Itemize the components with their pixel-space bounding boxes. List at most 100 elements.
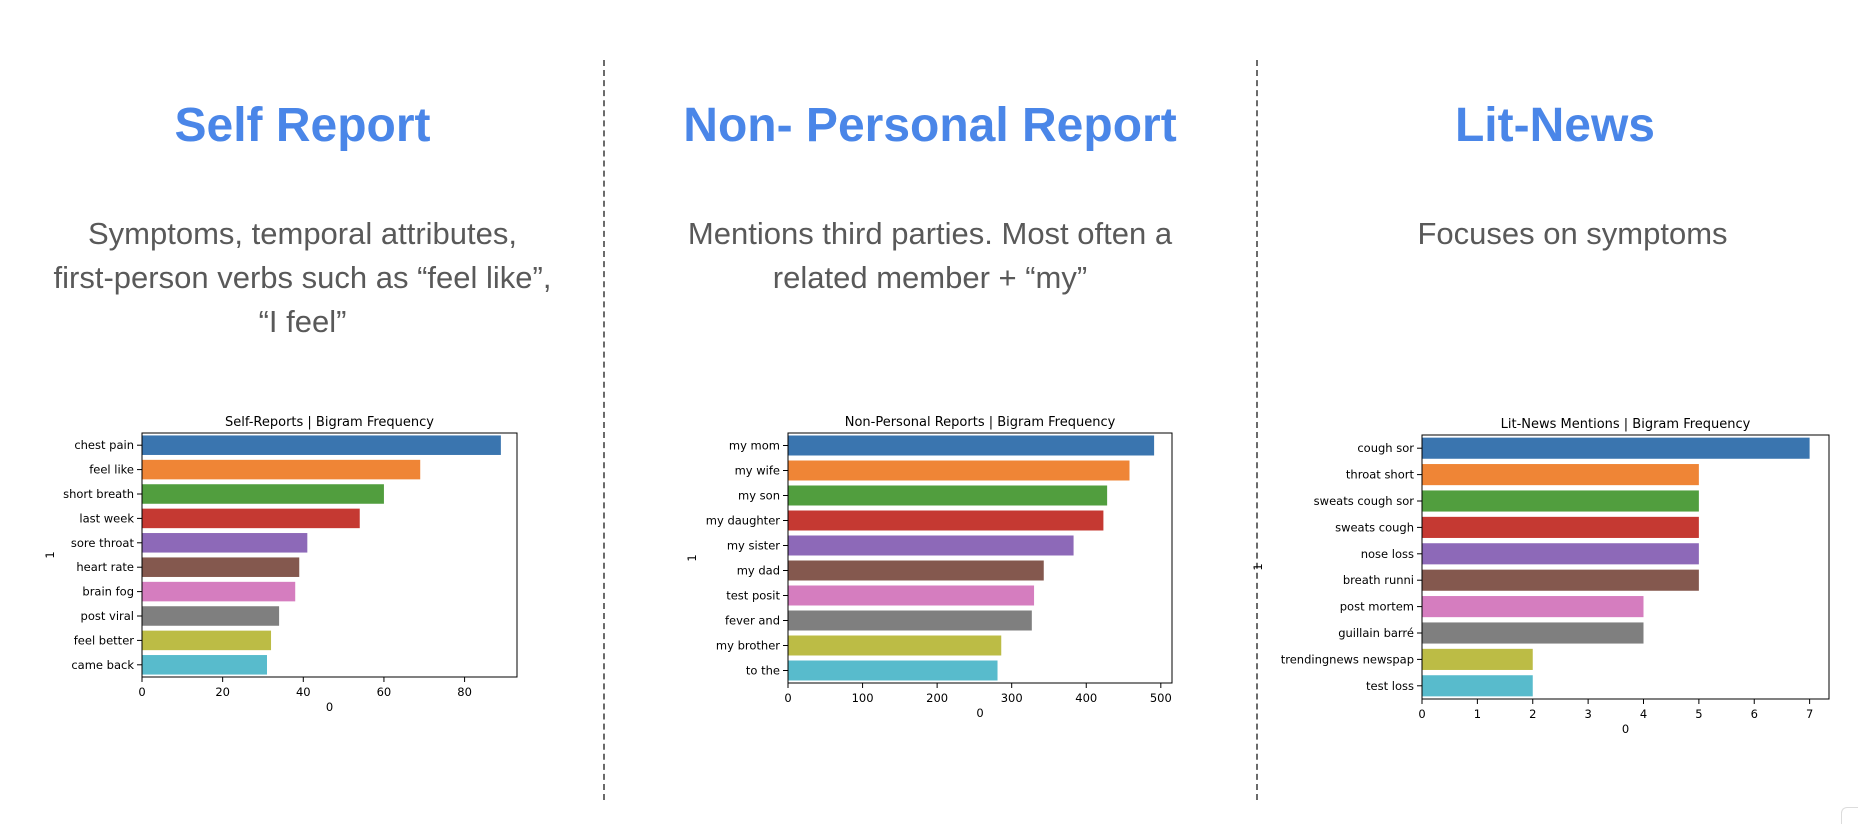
category-label: breath runni	[1343, 573, 1414, 587]
category-label: short breath	[63, 487, 134, 501]
bar	[788, 610, 1032, 631]
x-tick-label: 6	[1751, 707, 1758, 721]
x-tick-label: 80	[457, 685, 472, 699]
panel-description: Focuses on symptoms	[1300, 212, 1845, 256]
category-label: post viral	[81, 609, 134, 623]
category-label: trendingnews newspap	[1281, 652, 1414, 666]
x-tick-label: 4	[1640, 707, 1647, 721]
category-label: my son	[738, 489, 780, 503]
bar	[1422, 490, 1699, 512]
x-tick-label: 100	[852, 691, 874, 705]
bar	[142, 533, 308, 553]
category-label: guillain barré	[1338, 626, 1414, 640]
description-line: Focuses on symptoms	[1417, 216, 1728, 251]
category-label: my daughter	[706, 514, 780, 528]
bar	[788, 510, 1104, 531]
bar	[142, 581, 296, 602]
category-label: sweats cough sor	[1314, 494, 1415, 508]
x-tick-label: 1	[1474, 707, 1481, 721]
x-tick-label: 5	[1695, 707, 1702, 721]
plot-frame	[1421, 434, 1830, 700]
bar	[1422, 596, 1644, 618]
category-label: last week	[79, 511, 134, 525]
x-axis-label: 0	[326, 700, 333, 714]
bar	[1422, 675, 1533, 697]
category-label: my brother	[716, 639, 780, 653]
bar	[142, 508, 360, 529]
bar	[788, 435, 1155, 456]
category-label: came back	[71, 658, 134, 672]
bar	[788, 460, 1130, 481]
x-tick-label: 60	[377, 685, 392, 699]
category-label: sweats cough	[1335, 520, 1414, 534]
x-tick-label: 0	[784, 691, 791, 705]
x-tick-label: 2	[1529, 707, 1536, 721]
bar	[788, 485, 1108, 506]
category-label: feel like	[89, 463, 134, 477]
description-line: related member + “my”	[772, 260, 1088, 295]
panel-description: Symptoms, temporal attributes, first-per…	[20, 212, 585, 344]
bar	[788, 635, 1002, 656]
bar	[142, 655, 267, 675]
scroll-corner	[1841, 807, 1858, 824]
x-tick-label: 0	[138, 685, 145, 699]
panel-lit-news: Lit-News Focuses on symptoms	[1300, 0, 1845, 824]
plot-frame	[141, 432, 518, 678]
chart-title: Non-Personal Reports | Bigram Frequency	[845, 415, 1116, 430]
panel-title: Lit-News	[1454, 99, 1655, 152]
bar	[788, 585, 1035, 606]
category-label: post mortem	[1340, 600, 1414, 614]
bar	[788, 535, 1074, 556]
bar	[142, 606, 280, 626]
bar	[142, 630, 272, 651]
x-tick-label: 3	[1584, 707, 1591, 721]
bar	[1422, 464, 1699, 486]
bar	[1422, 516, 1699, 538]
x-tick-label: 0	[1418, 707, 1425, 721]
category-label: feel better	[74, 633, 135, 647]
category-label: chest pain	[74, 438, 134, 452]
description-line: Mentions third parties. Most often a	[687, 216, 1173, 251]
bar	[142, 484, 384, 504]
bar	[788, 660, 998, 681]
panel-divider-left	[603, 60, 605, 800]
category-label: my sister	[727, 539, 780, 553]
bar	[142, 557, 300, 577]
panel-self-report: Self Report Symptoms, temporal attribute…	[20, 0, 585, 824]
x-tick-label: 40	[296, 685, 311, 699]
category-label: my mom	[729, 439, 780, 453]
x-tick-label: 300	[1001, 691, 1023, 705]
panel-title: Self Report	[174, 99, 431, 152]
category-label: brain fog	[82, 585, 134, 599]
x-tick-label: 7	[1806, 707, 1813, 721]
chart-title: Self-Reports | Bigram Frequency	[225, 415, 434, 430]
y-axis-label: 1	[1251, 563, 1265, 570]
x-tick-label: 200	[926, 691, 948, 705]
bar	[142, 459, 421, 480]
x-axis-label: 0	[1622, 722, 1629, 736]
category-label: nose loss	[1361, 547, 1414, 561]
category-label: test loss	[1366, 679, 1414, 693]
category-label: cough sor	[1357, 441, 1414, 455]
description-line: first-person verbs such as “feel like”,	[53, 260, 552, 295]
x-tick-label: 500	[1150, 691, 1172, 705]
x-tick-label: 400	[1075, 691, 1097, 705]
description-line: “I feel”	[258, 304, 347, 339]
category-label: test posit	[726, 589, 780, 603]
x-tick-label: 20	[215, 685, 230, 699]
panel-divider-right	[1256, 60, 1258, 800]
bar	[1422, 437, 1810, 459]
category-label: fever and	[725, 614, 780, 628]
panel-non-personal-report: Non- Personal Report Mentions third part…	[650, 0, 1210, 824]
category-label: throat short	[1346, 468, 1415, 482]
description-line: Symptoms, temporal attributes,	[88, 216, 517, 251]
chart-title: Lit-News Mentions | Bigram Frequency	[1501, 417, 1751, 432]
panel-description: Mentions third parties. Most often a rel…	[650, 212, 1210, 300]
y-axis-label: 1	[43, 551, 57, 558]
category-label: my dad	[737, 564, 780, 578]
bar	[1422, 622, 1644, 644]
bar	[788, 560, 1044, 581]
